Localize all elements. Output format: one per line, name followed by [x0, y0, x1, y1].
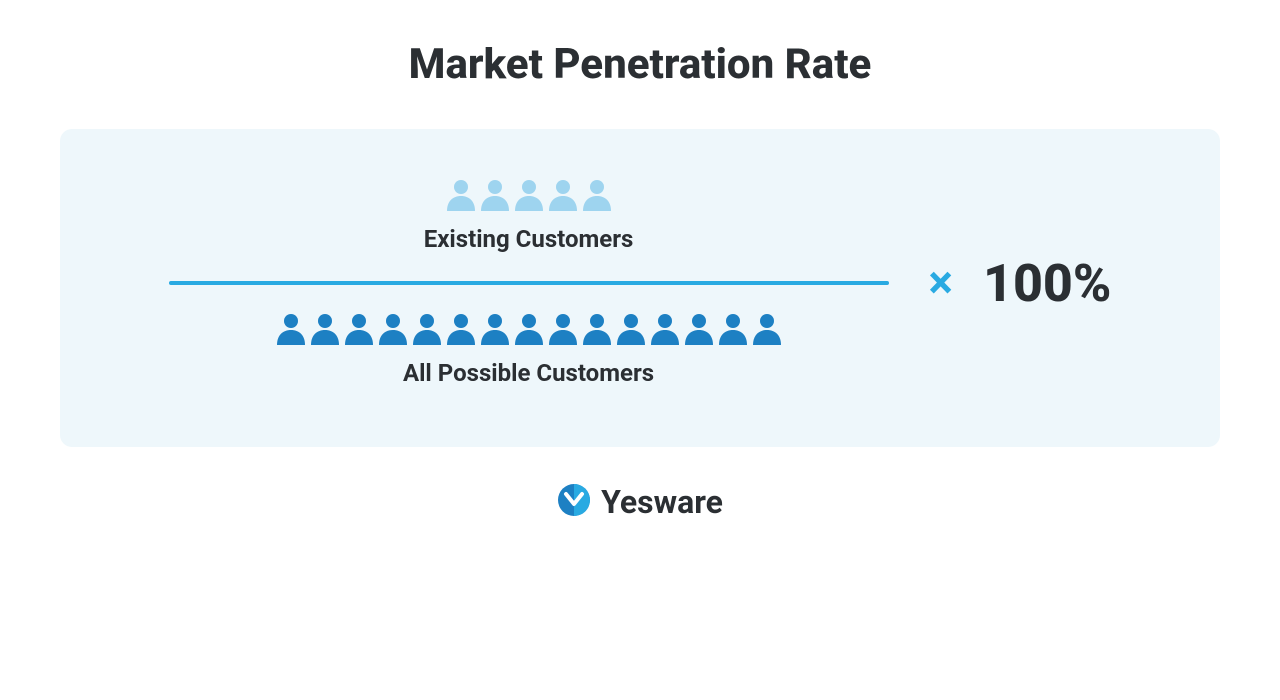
formula-panel: Existing Customers All Possible Customer… [60, 129, 1220, 447]
person-icon [345, 313, 373, 345]
person-icon [515, 179, 543, 211]
numerator-label: Existing Customers [424, 225, 634, 253]
person-icon [583, 313, 611, 345]
page-title: Market Penetration Rate [409, 40, 872, 89]
person-icon [549, 313, 577, 345]
person-icon [481, 313, 509, 345]
multiply-value: 100% [983, 253, 1112, 314]
multiply-group: × 100% [929, 253, 1112, 314]
denominator-group: All Possible Customers [277, 313, 781, 387]
multiply-symbol: × [929, 256, 953, 310]
brand-mark-icon [557, 483, 591, 521]
person-icon [413, 313, 441, 345]
person-icon [685, 313, 713, 345]
person-icon [277, 313, 305, 345]
person-icon [753, 313, 781, 345]
brand-name: Yesware [601, 483, 723, 521]
person-icon [515, 313, 543, 345]
person-icon [447, 179, 475, 211]
person-icon [481, 179, 509, 211]
person-icon [379, 313, 407, 345]
person-icon [719, 313, 747, 345]
numerator-group: Existing Customers [424, 179, 634, 253]
person-icon [447, 313, 475, 345]
person-icon [617, 313, 645, 345]
numerator-people-row [447, 179, 611, 211]
person-icon [311, 313, 339, 345]
fraction: Existing Customers All Possible Customer… [169, 179, 889, 387]
person-icon [549, 179, 577, 211]
brand-logo: Yesware [557, 483, 723, 521]
denominator-label: All Possible Customers [403, 359, 654, 387]
fraction-divider [169, 281, 889, 285]
denominator-people-row [277, 313, 781, 345]
person-icon [583, 179, 611, 211]
person-icon [651, 313, 679, 345]
